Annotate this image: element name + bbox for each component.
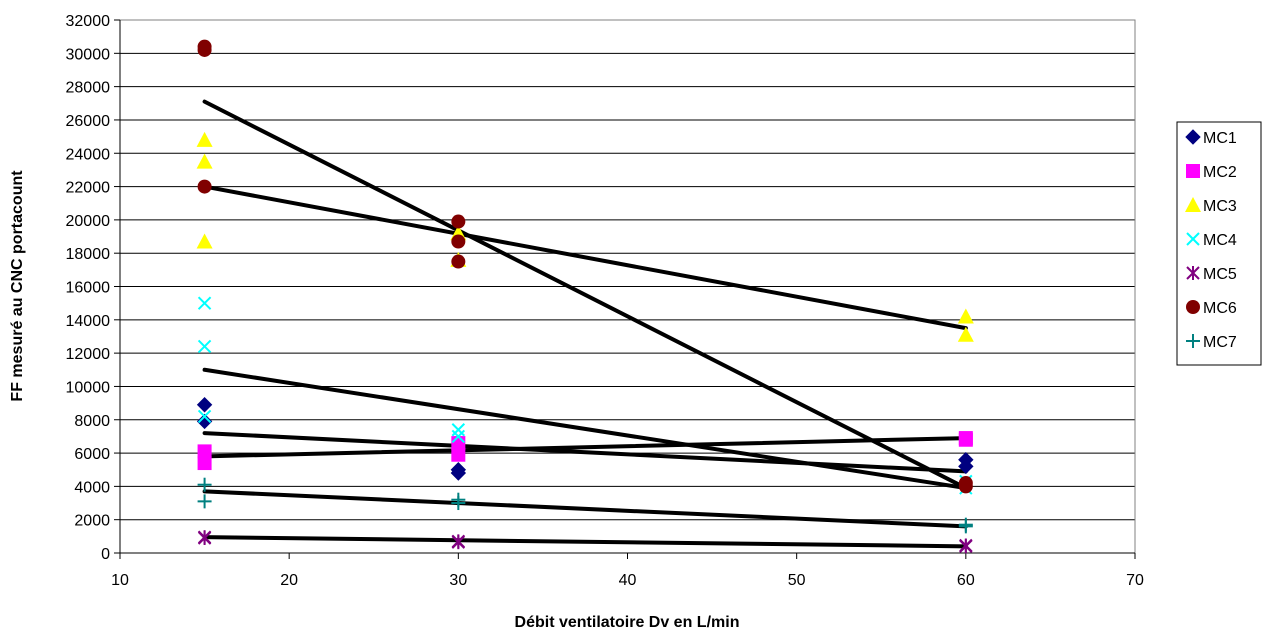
x-tick-label: 30 xyxy=(449,572,467,589)
legend-marker-mc6 xyxy=(1186,300,1200,314)
point-mc3 xyxy=(196,153,213,169)
point-mc2 xyxy=(197,444,212,459)
legend-marker-mc3 xyxy=(1185,197,1201,212)
point-mc7 xyxy=(451,496,466,511)
trendline xyxy=(202,431,968,474)
x-tick-label: 60 xyxy=(957,572,975,589)
x-tick-label: 70 xyxy=(1126,572,1144,589)
point-mc3 xyxy=(196,233,213,249)
point-mc5 xyxy=(959,539,973,554)
y-tick-label: 8000 xyxy=(74,413,110,430)
y-tick-label: 24000 xyxy=(66,146,111,163)
point-mc7 xyxy=(958,519,973,534)
point-mc1 xyxy=(958,458,974,475)
x-tick-label: 10 xyxy=(111,572,129,589)
x-tick-label: 40 xyxy=(619,572,637,589)
point-mc6 xyxy=(451,214,466,229)
x-tick-label: 20 xyxy=(280,572,298,589)
legend: MC1 MC2 MC3 MC4 MC5 MC6 MC7 xyxy=(1176,121,1262,366)
x-axis-title: Débit ventilatoire Dv en L/min xyxy=(515,614,740,631)
legend-marker-mc7 xyxy=(1186,334,1200,348)
y-tick-label: 28000 xyxy=(66,80,111,97)
trendlines xyxy=(202,99,968,549)
point-mc4 xyxy=(197,296,212,310)
y-tick-label: 2000 xyxy=(74,513,110,530)
point-mc7 xyxy=(197,477,212,492)
y-tick-label: 12000 xyxy=(66,346,111,363)
point-mc1 xyxy=(196,397,213,413)
axes: 0 2000 4000 6000 8000 10000 12000 14000 16000 180… xyxy=(66,13,1145,589)
data-points xyxy=(196,39,974,554)
legend-label-mc7: MC7 xyxy=(1203,334,1237,351)
y-tick-label: 22000 xyxy=(66,180,111,197)
legend-label-mc5: MC5 xyxy=(1203,266,1237,283)
point-mc7 xyxy=(197,494,212,509)
y-tick-label: 26000 xyxy=(66,113,111,130)
point-mc1 xyxy=(450,465,467,481)
legend-marker-mc4 xyxy=(1186,232,1200,246)
point-mc2 xyxy=(958,432,973,447)
point-mc1 xyxy=(196,413,213,430)
legend-marker-mc5 xyxy=(1186,266,1200,280)
legend-label-mc1: MC1 xyxy=(1203,130,1237,147)
point-mc3 xyxy=(196,131,213,147)
point-mc3 xyxy=(957,308,974,324)
trendline xyxy=(202,367,968,491)
trendline xyxy=(202,436,968,459)
trendline xyxy=(202,535,968,549)
point-mc4 xyxy=(451,423,466,437)
y-tick-label: 4000 xyxy=(74,479,110,496)
point-mc4 xyxy=(197,409,212,424)
y-axis-title: FF mesuré au CNC portacount xyxy=(9,170,26,402)
legend-label-mc2: MC2 xyxy=(1203,164,1237,181)
point-mc6 xyxy=(451,254,466,269)
legend-label-mc6: MC6 xyxy=(1203,300,1237,317)
point-mc2 xyxy=(451,447,466,462)
legend-box xyxy=(1176,121,1262,366)
point-mc2 xyxy=(197,456,212,471)
point-mc5 xyxy=(197,531,212,546)
trendline xyxy=(202,489,968,529)
y-tick-label: 16000 xyxy=(66,280,111,297)
legend-label-mc4: MC4 xyxy=(1203,232,1237,249)
y-tick-label: 0 xyxy=(101,546,110,563)
y-tick-label: 18000 xyxy=(66,246,111,263)
x-tick-label: 50 xyxy=(788,572,806,589)
trendline xyxy=(202,99,968,491)
trendline xyxy=(202,184,968,331)
gridlines xyxy=(120,19,1135,554)
point-mc6 xyxy=(958,479,973,494)
point-mc5 xyxy=(451,535,466,550)
y-tick-label: 20000 xyxy=(66,213,111,230)
y-tick-label: 14000 xyxy=(66,313,111,330)
point-mc4 xyxy=(451,429,466,444)
point-mc3 xyxy=(957,326,974,342)
point-mc6 xyxy=(197,42,212,57)
legend-marker-mc2 xyxy=(1186,164,1200,178)
point-mc6 xyxy=(451,234,466,249)
point-mc6 xyxy=(197,179,212,194)
point-mc4 xyxy=(197,339,212,354)
legend-label-mc3: MC3 xyxy=(1203,198,1237,215)
y-tick-label: 32000 xyxy=(66,13,111,30)
legend-marker-mc1 xyxy=(1185,129,1201,145)
y-tick-label: 30000 xyxy=(66,46,111,63)
y-tick-label: 10000 xyxy=(66,379,111,396)
y-tick-label: 6000 xyxy=(74,446,110,463)
